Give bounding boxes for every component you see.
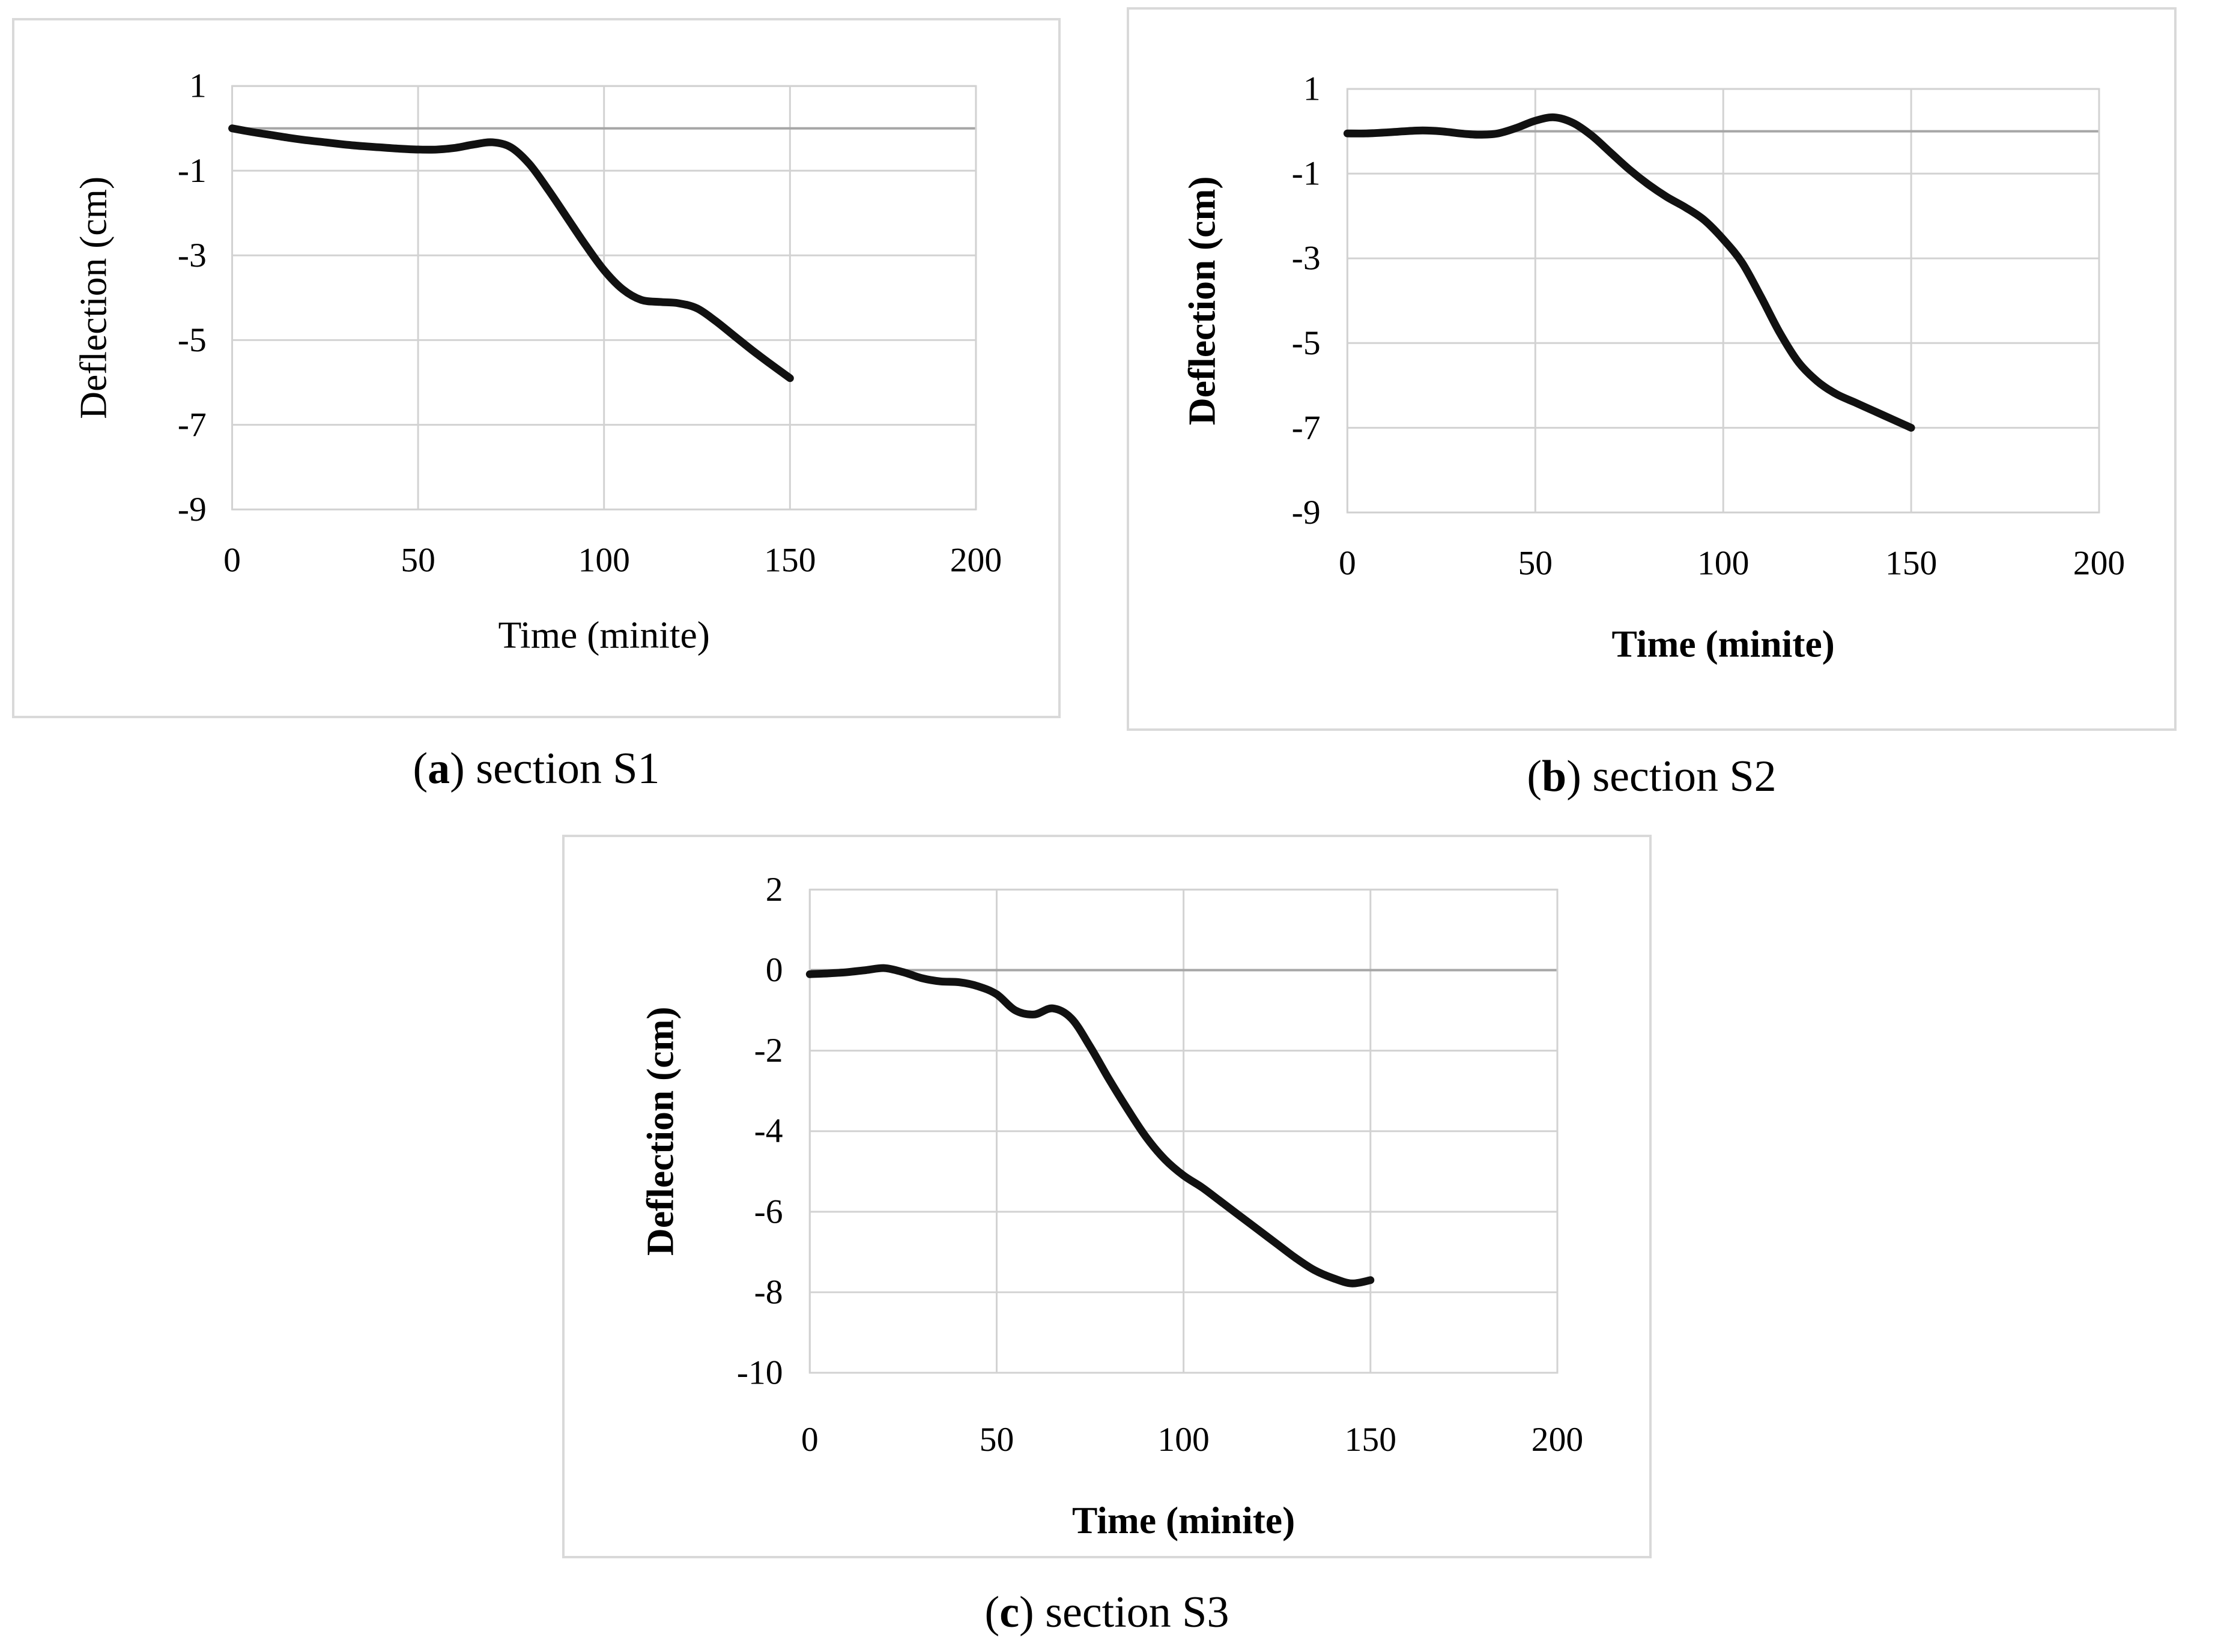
- x-axis-title: Time (minite): [498, 613, 709, 656]
- y-tick-label: -2: [754, 1032, 783, 1070]
- panel-section-s3: 0 50 100 150 200 2 0 -2 -4 -6 -8 -10 Time (minite) De…: [562, 835, 1652, 1558]
- caption-section-s2: (b) section S2: [1127, 749, 2177, 803]
- x-tick-label: 150: [1885, 544, 1937, 582]
- y-tick-label: -10: [737, 1354, 783, 1392]
- plot-border: [1346, 88, 2100, 513]
- caption-text: ) section S3: [1019, 1588, 1229, 1637]
- caption-open-paren: (: [1527, 752, 1542, 801]
- y-axis-title: Deflection (cm): [1181, 176, 1223, 425]
- x-tick-label: 50: [1518, 544, 1553, 582]
- x-tick-label: 150: [764, 541, 816, 579]
- caption-text: ) section S1: [450, 744, 660, 793]
- x-tick-label: 100: [1157, 1421, 1209, 1459]
- chart-section-s1: 0 50 100 150 200 1 -1 -3 -5 -7 -9 Time (minite) Defl…: [72, 67, 1002, 656]
- deflection-curve: [805, 964, 1375, 1287]
- caption-open-paren: (: [984, 1588, 1000, 1637]
- y-tick-label: -7: [178, 406, 207, 444]
- chart-section-s3: 0 50 100 150 200 2 0 -2 -4 -6 -8 -10 Time (minite) De…: [638, 871, 1583, 1542]
- y-tick-label: -6: [754, 1193, 783, 1230]
- y-tick-label: -1: [1292, 155, 1321, 193]
- x-axis-title: Time (minite): [1072, 1499, 1295, 1542]
- y-tick-label: -1: [178, 152, 207, 190]
- caption-letter: c: [999, 1588, 1020, 1637]
- y-tick-label: 1: [189, 67, 207, 105]
- y-tick-label: -5: [178, 321, 207, 359]
- x-tick-label: 200: [1532, 1421, 1583, 1459]
- x-tick-label: 200: [2073, 544, 2125, 582]
- caption-letter: a: [428, 744, 450, 793]
- x-tick-label: 150: [1345, 1421, 1396, 1459]
- caption-section-s1: (a) section S1: [12, 742, 1061, 796]
- y-tick-label: 1: [1303, 70, 1321, 108]
- plot-border: [231, 85, 977, 510]
- caption-open-paren: (: [413, 744, 428, 793]
- x-tick-label: 0: [1339, 544, 1356, 582]
- caption-letter: b: [1542, 752, 1567, 801]
- y-tick-label: 0: [766, 951, 783, 989]
- y-tick-label: -3: [178, 237, 207, 274]
- y-tick-label: -7: [1292, 409, 1321, 447]
- deflection-curve: [1343, 113, 1915, 432]
- y-tick-label: -8: [754, 1273, 783, 1311]
- x-tick-label: 0: [801, 1421, 819, 1459]
- panel-section-s2: 0 50 100 150 200 1 -1 -3 -5 -7 -9 Time (minite) Defl…: [1127, 7, 2177, 731]
- y-axis-title: Deflection (cm): [72, 177, 115, 419]
- y-tick-label: -4: [754, 1112, 783, 1150]
- x-tick-label: 200: [950, 541, 1002, 579]
- chart-section-s2: 0 50 100 150 200 1 -1 -3 -5 -7 -9 Time (minite) Defl…: [1181, 70, 2126, 665]
- x-tick-label: 0: [223, 541, 241, 579]
- y-tick-label: 2: [766, 871, 783, 909]
- plot-border: [808, 888, 1559, 1374]
- caption-section-s3: (c) section S3: [562, 1585, 1652, 1639]
- y-tick-label: -9: [1292, 494, 1321, 531]
- panel-section-s1: 0 50 100 150 200 1 -1 -3 -5 -7 -9 Time (minite) Defl…: [12, 18, 1061, 718]
- caption-text: ) section S2: [1566, 752, 1777, 801]
- y-axis-title: Deflection (cm): [638, 1006, 681, 1256]
- y-tick-label: -5: [1292, 324, 1321, 362]
- x-tick-label: 50: [401, 541, 435, 579]
- x-tick-label: 100: [1697, 544, 1749, 582]
- y-tick-label: -9: [178, 491, 207, 528]
- y-tick-label: -3: [1292, 240, 1321, 277]
- deflection-curve: [228, 124, 794, 383]
- x-tick-label: 50: [980, 1421, 1014, 1459]
- x-axis-title: Time (minite): [1612, 622, 1835, 665]
- x-tick-label: 100: [578, 541, 630, 579]
